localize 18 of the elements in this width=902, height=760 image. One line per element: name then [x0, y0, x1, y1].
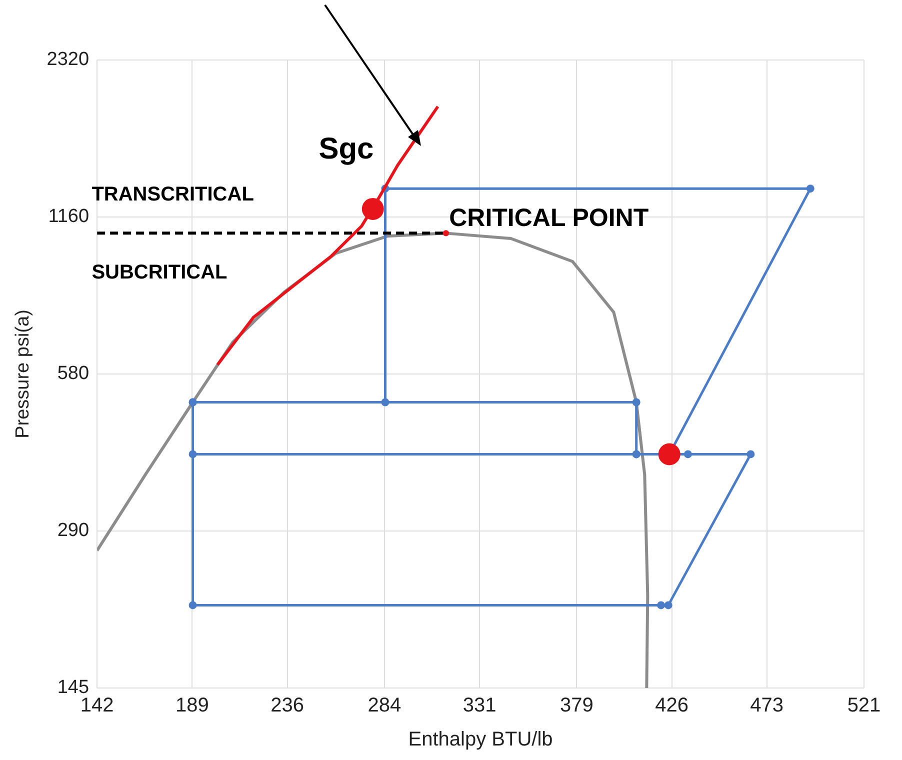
y-tick-label: 2320 [46, 49, 90, 70]
annotation: SUBCRITICAL [92, 261, 228, 284]
annotation: Sgc [318, 132, 374, 166]
x-tick-label: 189 [175, 694, 209, 717]
y-tick-label: 580 [57, 363, 90, 384]
x-tick-label: 379 [560, 694, 594, 717]
x-axis-title: Enthalpy BTU/lb [408, 728, 553, 751]
x-tick-label: 331 [462, 694, 496, 717]
y-axis-title: Pressure psi(a) [12, 310, 34, 438]
x-tick-label: 521 [847, 694, 881, 717]
y-tick-label: 1160 [48, 206, 90, 228]
x-tick-label: 236 [270, 694, 304, 717]
y-tick-label: 290 [57, 520, 90, 542]
annotation: CRITICAL POINT [449, 204, 649, 232]
x-tick-label: 426 [655, 694, 688, 717]
x-tick-label: 284 [368, 694, 402, 717]
annotation: TRANSCRITICAL [92, 184, 254, 206]
x-tick-label: 473 [750, 694, 784, 717]
